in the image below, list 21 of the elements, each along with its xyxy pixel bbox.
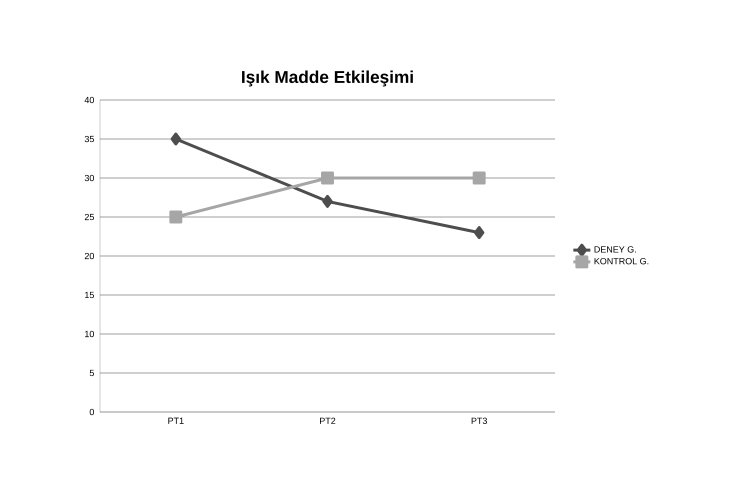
chart-title: Işık Madde Etkileşimi [242,70,413,87]
y-tick-label: 20 [84,252,94,260]
point [169,210,182,224]
legend-label: KONTROL G. [594,258,648,264]
y-tick-label: 0 [90,408,94,416]
x-tick-label: PT3 [472,418,488,424]
y-tick-label: 15 [85,292,94,298]
point [170,132,182,146]
y-tick-label: 25 [84,214,94,220]
legend-label: DENEY G. [594,246,636,253]
y-tick-label: 10 [85,330,94,338]
y-tick-label: 5 [90,370,94,376]
point [321,172,334,184]
point [322,194,333,208]
y-tick-label: 40 [84,96,94,104]
y-tick-label: 30 [84,174,94,182]
x-tick-label: PT2 [320,418,336,424]
point [474,226,484,240]
x-tick-label: PT1 [168,418,184,424]
point [472,172,486,184]
y-tick-label: 35 [84,136,94,142]
